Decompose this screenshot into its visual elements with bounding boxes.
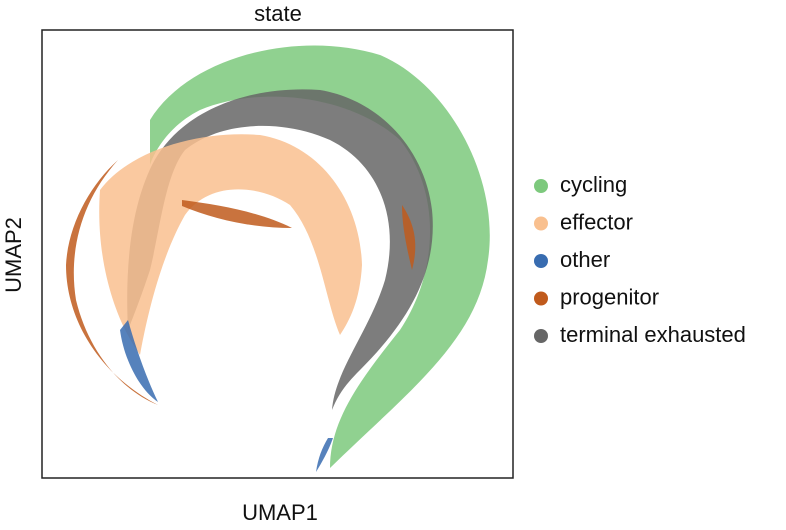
y-axis-label: UMAP2 (1, 217, 26, 293)
chart-title: state (254, 1, 302, 26)
legend-marker (534, 216, 548, 231)
legend-label: progenitor (560, 284, 659, 309)
legend-label: cycling (560, 172, 627, 197)
plot-frame (41, 29, 514, 479)
cluster-region (120, 320, 158, 402)
legend-label: effector (560, 209, 633, 234)
legend-label: other (560, 247, 610, 272)
legend-marker (534, 254, 548, 268)
cluster-region (402, 205, 416, 270)
cluster-region (182, 200, 292, 228)
legend-marker (534, 179, 548, 193)
legend: cycling effector other progenitor terminal e… (534, 172, 746, 347)
legend-label: terminal exhausted (560, 322, 746, 347)
legend-marker (534, 291, 548, 306)
cluster-region (316, 438, 333, 472)
plot-area (66, 45, 490, 472)
cluster-region (99, 134, 362, 355)
cluster-region (150, 45, 490, 468)
legend-marker (534, 329, 548, 343)
x-axis-label: UMAP1 (242, 500, 318, 525)
